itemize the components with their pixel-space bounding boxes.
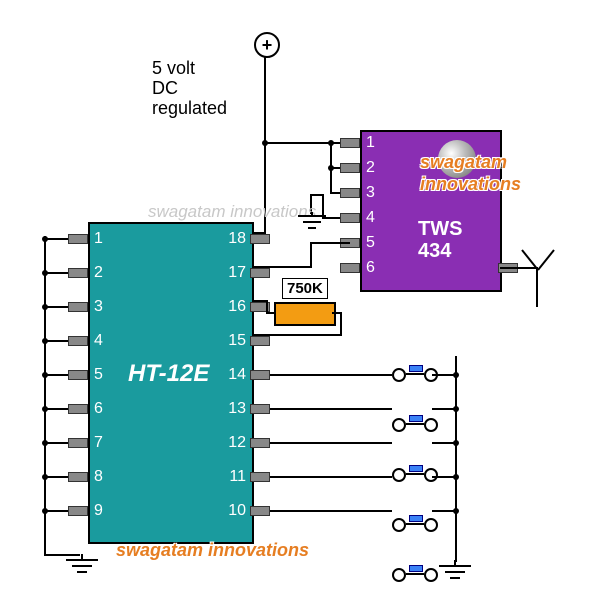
push-switch-3 — [398, 516, 432, 532]
push-switch-2 — [398, 466, 432, 482]
ic-pad-right-11 — [250, 472, 270, 482]
ground-icon — [437, 560, 473, 582]
ic-pad-left-4 — [68, 336, 88, 346]
rf-pad-3 — [340, 188, 360, 198]
ic-pad-left-2 — [68, 268, 88, 278]
wire-switch-out-2 — [432, 442, 455, 444]
rf-pin-num: 2 — [366, 159, 375, 177]
rf-pin-num: 5 — [366, 234, 375, 252]
ic-pin-num: 13 — [222, 400, 246, 418]
ic-pin-num: 17 — [222, 264, 246, 282]
ic-pad-left-6 — [68, 404, 88, 414]
power-label-1: 5 volt — [152, 58, 195, 79]
wire-left-bus — [44, 236, 46, 556]
watermark-orange-1a: swagatam — [420, 152, 507, 173]
watermark-orange-2: swagatam innovations — [116, 540, 309, 561]
ic-pad-left-5 — [68, 370, 88, 380]
ic-pin-num: 15 — [222, 332, 246, 350]
ic-pad-right-13 — [250, 404, 270, 414]
power-label-3: regulated — [152, 98, 227, 119]
circuit-diagram: + 5 volt DC regulated swagatam innovatio… — [0, 0, 599, 595]
ic-pad-right-12 — [250, 438, 270, 448]
ground-icon — [294, 212, 330, 234]
wire-pin17-h2 — [310, 242, 350, 244]
rf-pad-6 — [340, 263, 360, 273]
wire-to-switch-4 — [270, 510, 392, 512]
wire-pin18 — [252, 232, 266, 234]
wire-to-switch-1 — [270, 408, 392, 410]
node-dot — [262, 140, 268, 146]
ic-pin-num: 6 — [94, 400, 103, 418]
resistor-value: 750K — [282, 278, 328, 299]
rf-pin-num: 3 — [366, 184, 375, 202]
wire-pin17-h1 — [252, 266, 312, 268]
ic-pin-num: 16 — [222, 298, 246, 316]
ic-pad-right-17 — [250, 268, 270, 278]
ic-pin-num: 1 — [94, 230, 103, 248]
rf-pin-num: 6 — [366, 259, 375, 277]
ic-pad-right-18 — [250, 234, 270, 244]
ground-icon — [64, 554, 100, 576]
wire-switch-out-0 — [432, 374, 455, 376]
rf-pin-num: 4 — [366, 209, 375, 227]
antenna-icon — [518, 248, 558, 274]
ic-pin-num: 8 — [94, 468, 103, 486]
ic-pin-num: 10 — [222, 502, 246, 520]
ic-pad-left-7 — [68, 438, 88, 448]
node-dot — [328, 165, 334, 171]
rf-pin-num: 1 — [366, 134, 375, 152]
ic-pad-right-10 — [250, 506, 270, 516]
push-switch-1 — [398, 416, 432, 432]
ic-pad-left-9 — [68, 506, 88, 516]
wire-switch-out-3 — [432, 476, 455, 478]
push-switch-4 — [398, 566, 432, 582]
ic-pad-left-1 — [68, 234, 88, 244]
power-label-2: DC — [152, 78, 178, 99]
wire-pin17-v — [310, 242, 312, 268]
ic-pin-num: 5 — [94, 366, 103, 384]
rf-pad-4 — [340, 213, 360, 223]
wire-vcc-to-rf — [264, 142, 350, 144]
ic-pad-left-8 — [68, 472, 88, 482]
wire-to-switch-3 — [270, 476, 392, 478]
vcc-symbol: + — [254, 32, 280, 58]
ic-pin-num: 2 — [94, 264, 103, 282]
ic-ht12e-label: HT-12E — [128, 360, 209, 388]
rf-label-2: 434 — [418, 240, 451, 263]
watermark-light: swagatam innovations — [148, 202, 316, 222]
wire-to-switch-2 — [270, 442, 392, 444]
ic-pin-num: 3 — [94, 298, 103, 316]
ic-pad-left-3 — [68, 302, 88, 312]
ic-pin-num: 14 — [222, 366, 246, 384]
ic-pin-num: 7 — [94, 434, 103, 452]
node-dot — [328, 140, 334, 146]
ic-pad-right-15 — [250, 336, 270, 346]
watermark-orange-1b: innovations — [420, 174, 521, 195]
ic-pin-num: 11 — [222, 468, 246, 486]
push-switch-0 — [398, 366, 432, 382]
rf-pad-1 — [340, 138, 360, 148]
wire-switch-out-1 — [432, 408, 455, 410]
resistor-osc — [274, 302, 336, 326]
ic-pad-right-14 — [250, 370, 270, 380]
plus-sign: + — [262, 35, 273, 56]
wire-r-out — [340, 312, 342, 336]
ic-pin-num: 9 — [94, 502, 103, 520]
rf-pad-2 — [340, 163, 360, 173]
ic-pin-num: 18 — [222, 230, 246, 248]
wire-switch-out-4 — [432, 510, 455, 512]
rf-label-1: TWS — [418, 218, 462, 241]
ic-pin-num: 12 — [222, 434, 246, 452]
wire-r-out-h — [332, 312, 342, 314]
wire-to-switch-0 — [270, 374, 392, 376]
wire-switch-bus — [455, 356, 457, 562]
wire-pin15 — [252, 334, 342, 336]
ic-pin-num: 4 — [94, 332, 103, 350]
